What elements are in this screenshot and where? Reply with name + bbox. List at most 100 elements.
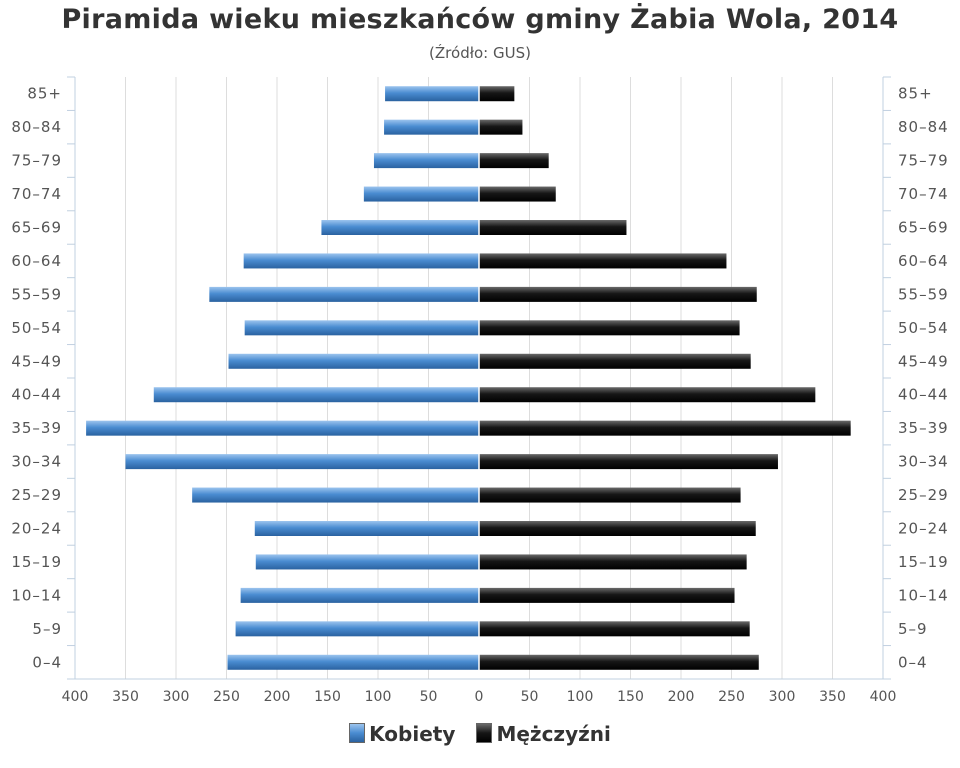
x-tick-label: 0 <box>475 689 484 705</box>
bar-kobiety-15-19[interactable] <box>255 554 479 570</box>
category-label-left: 80–84 <box>11 118 62 136</box>
legend-item-kobiety[interactable]: Kobiety <box>349 722 455 746</box>
category-label-left: 5–9 <box>32 620 62 638</box>
category-label-right: 80–84 <box>898 118 949 136</box>
bar-kobiety-35-39[interactable] <box>86 420 480 436</box>
bar-mezczyzni-55-59[interactable] <box>479 286 757 302</box>
bar-mezczyzni-65-69[interactable] <box>479 220 627 235</box>
legend: Kobiety Mężczyźni <box>0 722 960 746</box>
bar-kobiety-40-44[interactable] <box>153 387 479 403</box>
category-label-right: 40–44 <box>898 386 949 404</box>
category-label-left: 15–19 <box>11 553 62 571</box>
category-label-left: 50–54 <box>11 319 62 337</box>
bar-mezczyzni-20-24[interactable] <box>479 521 756 536</box>
bar-kobiety-45-49[interactable] <box>228 353 479 369</box>
x-tick-label: 150 <box>617 689 644 705</box>
x-tick-label: 300 <box>163 689 190 705</box>
legend-swatch-mezczyzni <box>476 723 493 743</box>
category-label-right: 25–29 <box>898 486 949 504</box>
bar-kobiety-60-64[interactable] <box>243 253 479 269</box>
axis-labels: 400 350 300 250 200 150 100 50 0 50 100 150 200 250 30… <box>11 85 949 705</box>
x-tick-label: 250 <box>213 689 240 705</box>
bar-mezczyzni-45-49[interactable] <box>479 353 751 369</box>
bar-mezczyzni-0-4[interactable] <box>479 654 759 670</box>
x-tick-label: 400 <box>870 689 897 705</box>
legend-item-mezczyzni[interactable]: Mężczyźni <box>476 722 611 746</box>
category-label-left: 30–34 <box>11 453 62 471</box>
x-tick-label: 350 <box>819 689 846 705</box>
category-label-right: 75–79 <box>898 152 949 170</box>
x-tick-label: 200 <box>264 689 291 705</box>
bar-kobiety-20-24[interactable] <box>254 521 479 536</box>
category-label-right: 0–4 <box>898 653 928 671</box>
bar-kobiety-10-14[interactable] <box>240 587 479 603</box>
category-label-right: 65–69 <box>898 219 949 237</box>
bar-mezczyzni-35-39[interactable] <box>479 420 851 436</box>
chart-subtitle: (Źródło: GUS) <box>429 44 531 62</box>
legend-label-mezczyzni: Mężczyźni <box>496 722 611 746</box>
bar-kobiety-70-74[interactable] <box>363 186 479 202</box>
bar-mezczyzni-15-19[interactable] <box>479 554 747 570</box>
bar-mezczyzni-40-44[interactable] <box>479 387 816 403</box>
category-label-left: 45–49 <box>11 352 62 370</box>
x-tick-label: 400 <box>62 689 89 705</box>
x-tick-label: 50 <box>521 689 539 705</box>
category-label-right: 85+ <box>898 85 933 103</box>
bar-mezczyzni-5-9[interactable] <box>479 621 750 637</box>
category-label-right: 15–19 <box>898 553 949 571</box>
category-label-left: 85+ <box>27 85 62 103</box>
category-label-right: 10–14 <box>898 586 949 604</box>
bar-kobiety-50-54[interactable] <box>244 320 479 336</box>
x-tick-label: 50 <box>420 689 438 705</box>
category-label-right: 55–59 <box>898 285 949 303</box>
bar-kobiety-25-29[interactable] <box>192 487 479 503</box>
category-label-left: 40–44 <box>11 386 62 404</box>
x-tick-label: 250 <box>718 689 745 705</box>
category-label-left: 10–14 <box>11 586 62 604</box>
category-label-left: 60–64 <box>11 252 62 270</box>
x-tick-label: 200 <box>668 689 695 705</box>
legend-label-kobiety: Kobiety <box>369 722 456 746</box>
category-label-left: 70–74 <box>11 185 62 203</box>
category-label-right: 60–64 <box>898 252 949 270</box>
bar-mezczyzni-75-79[interactable] <box>479 153 549 169</box>
bar-mezczyzni-70-74[interactable] <box>479 186 556 202</box>
category-label-left: 55–59 <box>11 285 62 303</box>
bar-mezczyzni-60-64[interactable] <box>479 253 727 269</box>
category-label-right: 35–39 <box>898 419 949 437</box>
axes <box>67 76 891 680</box>
bar-mezczyzni-80-84[interactable] <box>479 119 523 135</box>
bar-kobiety-80-84[interactable] <box>384 119 479 135</box>
category-label-left: 25–29 <box>11 486 62 504</box>
bar-mezczyzni-10-14[interactable] <box>479 587 735 603</box>
bar-kobiety-65-69[interactable] <box>321 220 479 235</box>
bars <box>86 86 851 670</box>
bar-kobiety-85+[interactable] <box>385 86 479 102</box>
x-tick-label: 150 <box>314 689 341 705</box>
x-tick-label: 100 <box>365 689 392 705</box>
bar-kobiety-5-9[interactable] <box>235 621 479 637</box>
bar-mezczyzni-85+[interactable] <box>479 86 515 102</box>
bar-mezczyzni-25-29[interactable] <box>479 487 741 503</box>
category-label-right: 50–54 <box>898 319 949 337</box>
x-tick-label: 350 <box>112 689 139 705</box>
category-label-left: 75–79 <box>11 152 62 170</box>
bar-mezczyzni-50-54[interactable] <box>479 320 740 336</box>
x-tick-label: 100 <box>567 689 594 705</box>
legend-swatch-kobiety <box>349 723 366 743</box>
chart-title: Piramida wieku mieszkańców gminy Żabia W… <box>61 4 899 35</box>
category-label-right: 30–34 <box>898 453 949 471</box>
bar-mezczyzni-30-34[interactable] <box>479 454 778 470</box>
category-label-right: 70–74 <box>898 185 949 203</box>
bar-kobiety-55-59[interactable] <box>209 286 479 302</box>
category-label-right: 20–24 <box>898 520 949 538</box>
bar-kobiety-75-79[interactable] <box>373 153 479 169</box>
x-tick-label: 300 <box>769 689 796 705</box>
category-label-left: 0–4 <box>32 653 62 671</box>
category-label-left: 65–69 <box>11 219 62 237</box>
category-label-right: 45–49 <box>898 352 949 370</box>
bar-kobiety-0-4[interactable] <box>227 654 479 670</box>
bar-kobiety-30-34[interactable] <box>125 454 480 470</box>
category-label-right: 5–9 <box>898 620 928 638</box>
